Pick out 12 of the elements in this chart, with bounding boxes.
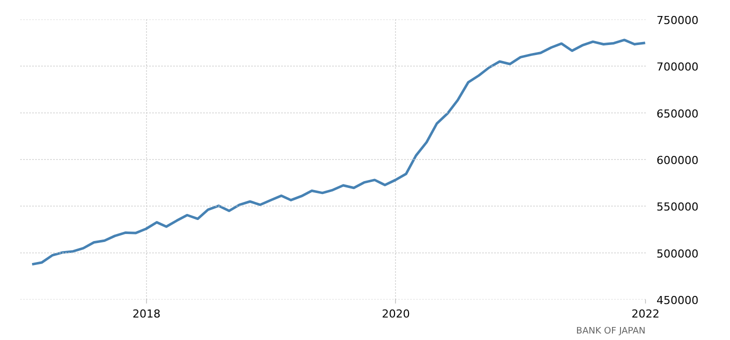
line-series [30,38,646,266]
y-tick-label: 750000 [656,14,698,27]
y-tick-label: 550000 [656,200,698,214]
y-tick-label: 700000 [656,60,698,74]
y-tick-label: 500000 [656,247,698,260]
x-tick-label: 2020 [382,308,410,320]
x-tick-label: 2022 [632,308,660,320]
text: BANK OF JAPAN [576,326,646,336]
y-tick-label: 600000 [656,154,698,167]
y-tick-label: 650000 [656,107,698,120]
x-tick-label: 2018 [132,308,161,320]
y-tick-label: 450000 [656,294,698,307]
